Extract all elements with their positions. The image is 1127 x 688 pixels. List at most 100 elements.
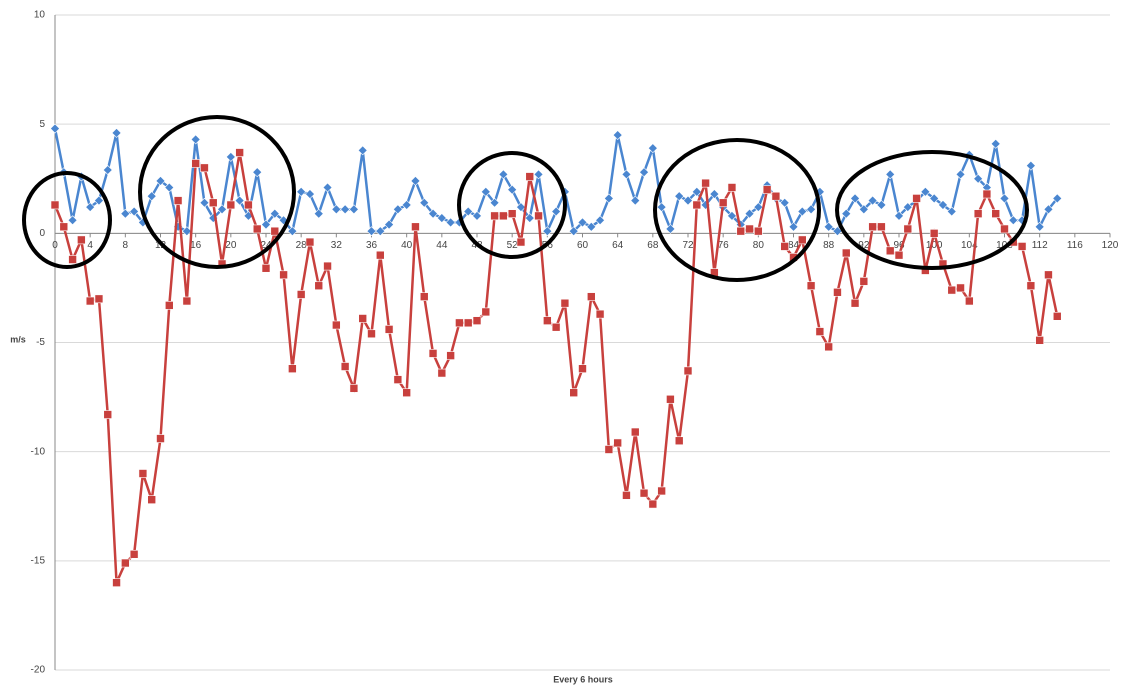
marker [498,169,509,180]
marker [788,221,799,232]
x-tick-label: 76 [718,240,730,251]
marker [322,182,333,193]
marker [269,208,280,219]
marker [463,206,474,217]
marker [780,242,790,251]
marker [965,296,974,306]
marker [103,410,113,419]
series-line [53,152,1059,584]
marker [244,200,253,210]
marker [560,298,570,308]
y-tick-label: -20 [31,665,46,676]
x-tick-label: 64 [612,240,624,251]
marker [551,322,561,332]
marker [384,219,395,230]
y-axis-label: m/s [10,334,26,344]
marker [1052,193,1063,204]
marker [129,206,140,217]
marker [1000,224,1009,234]
marker [94,294,104,304]
marker [542,226,553,237]
marker [480,186,491,197]
marker [455,318,464,328]
marker [586,292,596,301]
marker [850,193,860,204]
x-tick-label: 92 [858,240,870,251]
marker [472,210,482,221]
marker [348,204,359,215]
x-tick-label: 16 [190,240,202,251]
marker [296,186,307,197]
x-axis-label: Every 6 hours [553,674,613,684]
marker [709,189,720,199]
x-tick-label: 104 [961,240,978,251]
marker [973,173,984,184]
y-tick-label: 0 [39,228,45,239]
y-tick-label: 10 [34,10,46,21]
marker [489,197,500,208]
marker [876,200,887,210]
x-tick-label: 84 [788,240,800,251]
marker [375,226,386,237]
marker [419,197,430,208]
marker [745,224,754,234]
marker [736,226,746,236]
marker [534,211,543,221]
marker [903,224,913,234]
marker [858,204,869,215]
marker [894,250,904,260]
marker [68,255,77,264]
marker [1052,311,1062,321]
x-tick-label: 88 [823,240,835,251]
marker [912,194,921,203]
marker [138,469,148,478]
marker [639,167,649,178]
marker [613,438,622,448]
marker [401,200,412,210]
y-tick-label: -5 [36,337,45,348]
x-tick-label: 0 [52,240,58,251]
x-tick-label: 60 [577,240,589,251]
marker [200,163,209,173]
marker [1043,204,1054,215]
highlight-ring [835,150,1029,270]
marker [261,263,271,273]
marker [59,222,69,232]
marker [885,246,895,256]
marker [603,193,614,204]
marker [797,235,807,245]
marker [551,206,562,217]
highlight-ring [653,138,821,282]
marker [85,296,95,306]
x-tick-label: 120 [1102,240,1119,251]
marker [568,226,579,237]
marker [366,226,377,237]
x-tick-label: 20 [225,240,237,251]
y-tick-label: -10 [31,446,46,457]
marker [674,191,685,202]
marker [121,558,130,568]
x-tick-label: 44 [436,240,448,251]
marker [507,184,518,195]
marker [683,195,693,206]
marker [1034,221,1045,232]
marker [472,316,482,325]
marker [779,197,790,208]
marker [234,195,245,206]
marker [947,285,957,295]
marker [419,292,429,301]
marker [999,193,1010,204]
marker [938,200,948,210]
marker [313,208,324,219]
x-tick-label: 4 [87,240,93,251]
marker [543,316,552,325]
marker [445,217,456,228]
marker [235,148,244,157]
marker [340,362,350,371]
marker [367,329,376,339]
marker [305,189,315,199]
marker [569,388,579,398]
marker [727,210,737,221]
marker [77,235,86,245]
marker [622,491,631,500]
